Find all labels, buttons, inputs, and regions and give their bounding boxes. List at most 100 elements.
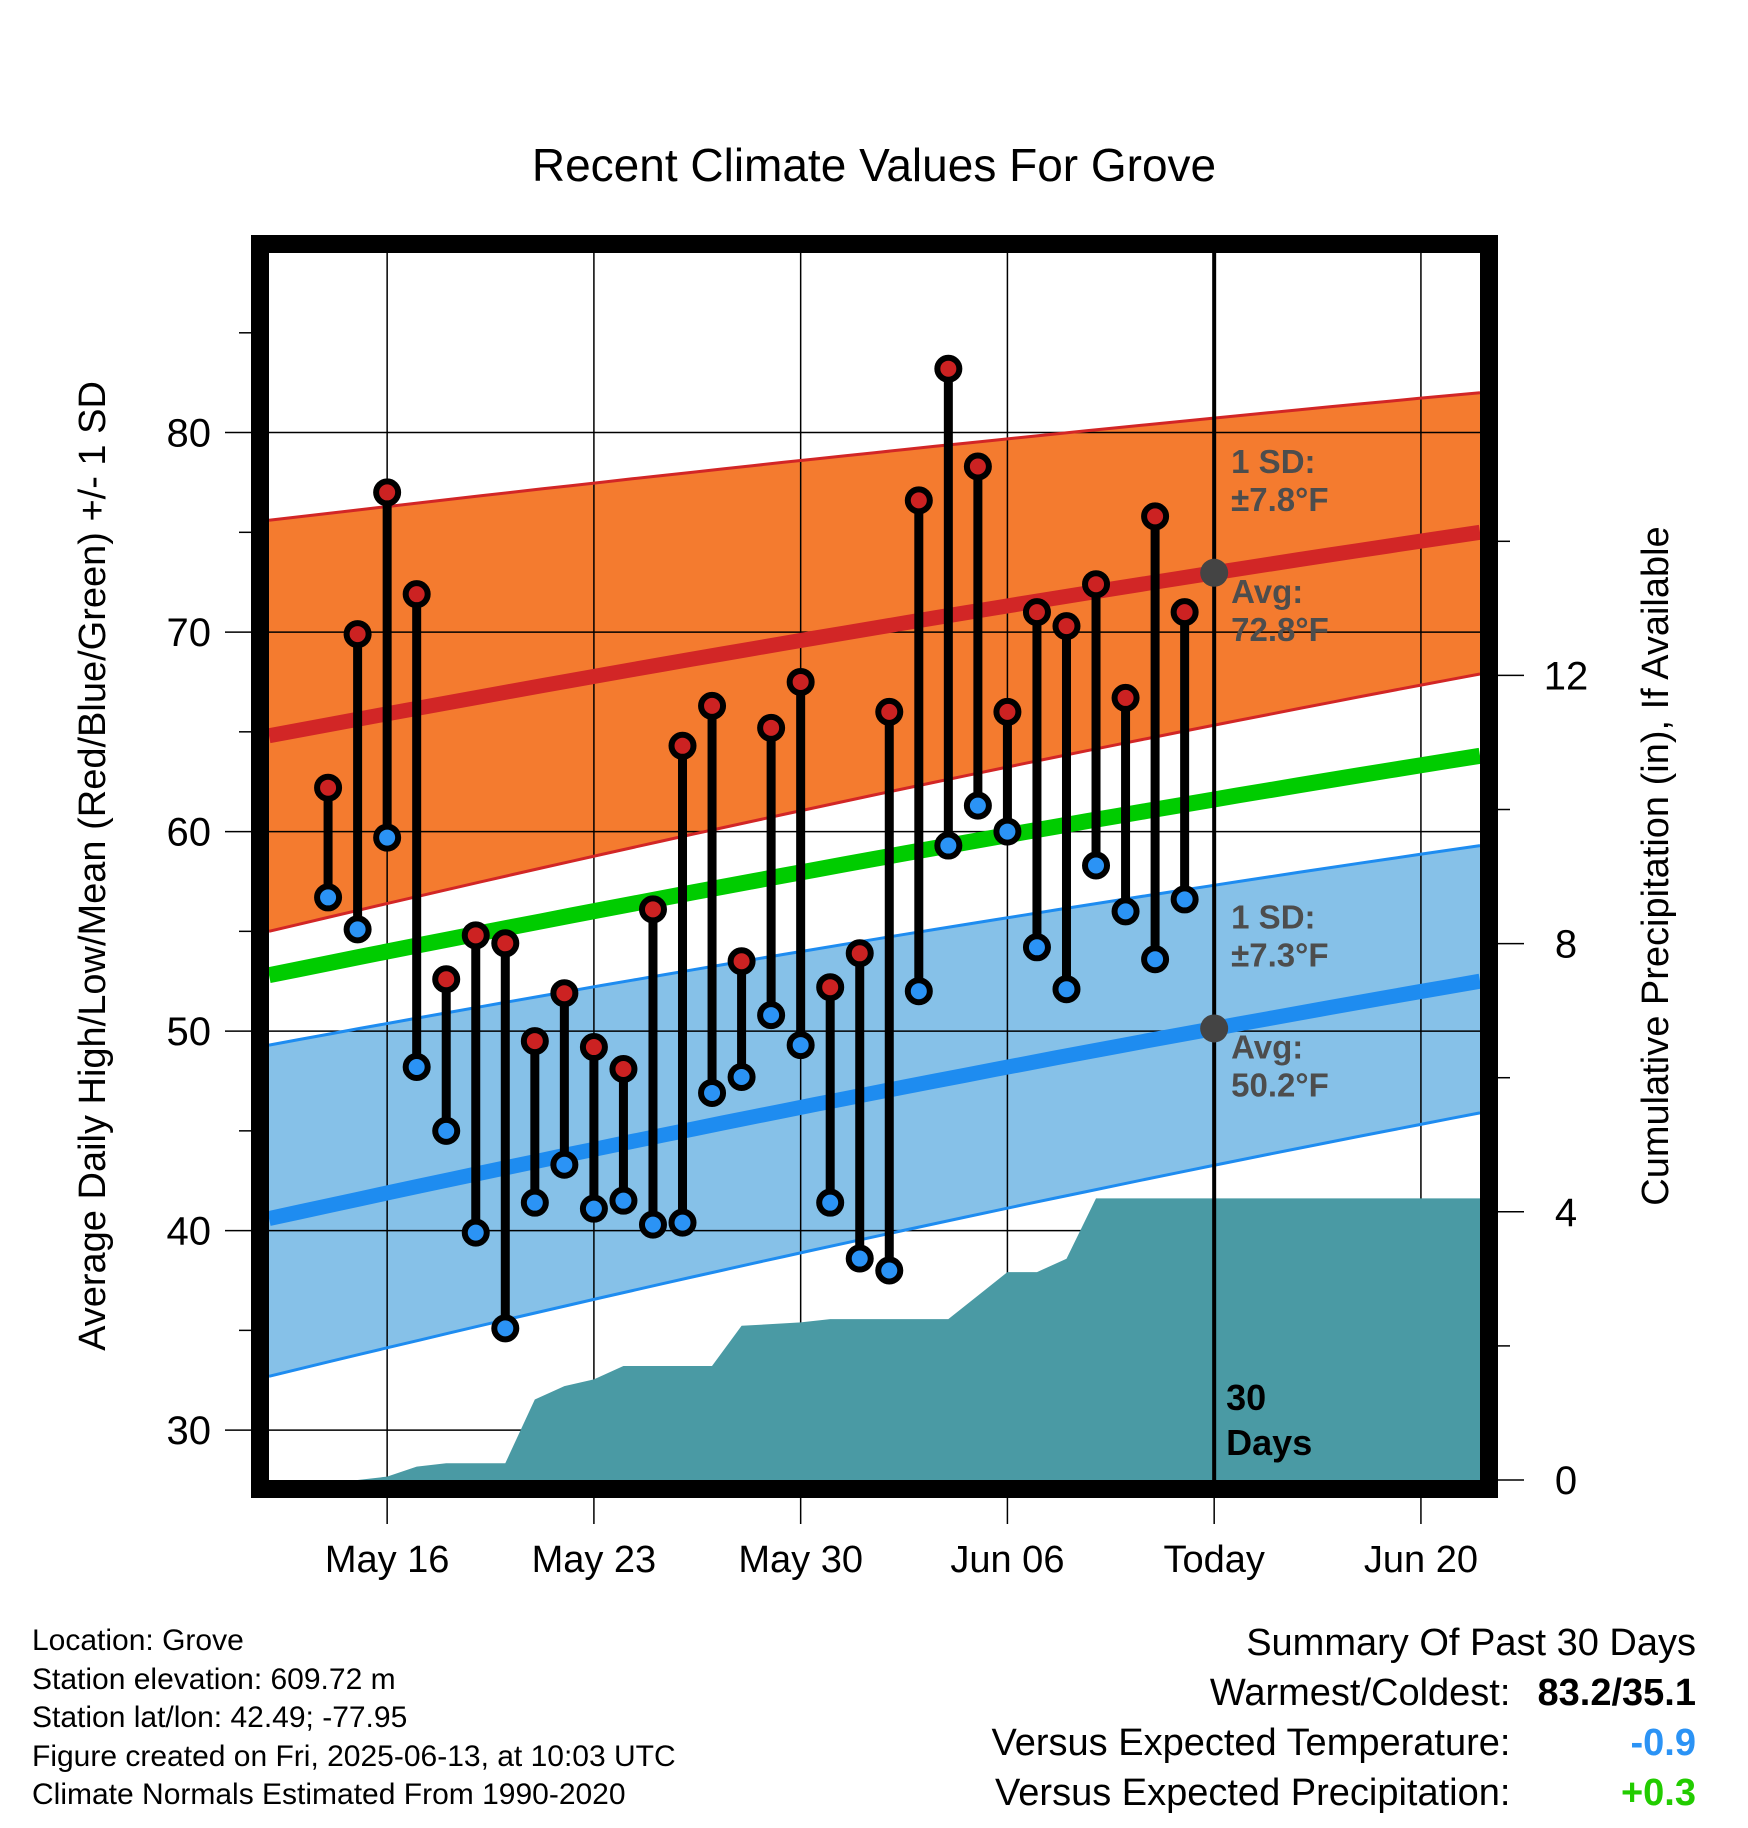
daily-low-point bbox=[343, 915, 372, 944]
today-high-avg-marker bbox=[1200, 558, 1229, 587]
daily-low-point bbox=[934, 831, 963, 860]
x-tick-label: May 30 bbox=[738, 1539, 863, 1581]
x-tick-label: Jun 06 bbox=[950, 1539, 1064, 1581]
daily-low-point bbox=[904, 977, 933, 1006]
daily-low-point bbox=[875, 1256, 904, 1285]
daily-low-point bbox=[520, 1188, 549, 1217]
daily-high-point bbox=[373, 478, 402, 507]
daily-high-point bbox=[638, 895, 667, 924]
warmest-coldest-row: Warmest/Coldest: 83.2/35.1 bbox=[992, 1668, 1696, 1718]
daily-low-point bbox=[609, 1186, 638, 1215]
y2-tick-label: 0 bbox=[1555, 1459, 1577, 1503]
daily-low-point bbox=[550, 1150, 579, 1179]
daily-high-point bbox=[727, 947, 756, 976]
y-tick-label: 60 bbox=[167, 811, 212, 855]
window-label-days: Days bbox=[1226, 1422, 1312, 1463]
daily-low-point bbox=[314, 883, 343, 912]
temp-departure-value: -0.9 bbox=[1630, 1722, 1696, 1764]
daily-high-point bbox=[1082, 570, 1111, 599]
y-axis-title: Average Daily High/Low/Mean (Red/Blue/Gr… bbox=[72, 381, 114, 1351]
daily-high-point bbox=[698, 691, 727, 720]
annotations: 1 SD: ±7.8°F Avg: 72.8°F 1 SD: ±7.3°F Avg: 50.2… bbox=[1231, 443, 1329, 1104]
daily-high-point bbox=[1022, 598, 1051, 627]
normal-high-line bbox=[267, 524, 1482, 744]
y-tick-label: 30 bbox=[167, 1409, 212, 1453]
daily-high-point bbox=[402, 580, 431, 609]
daily-low-point bbox=[1022, 933, 1051, 962]
daily-low-point bbox=[1052, 975, 1081, 1004]
daily-high-point bbox=[343, 620, 372, 649]
low-sd-annotation: 1 SD: ±7.3°F bbox=[1231, 898, 1328, 973]
daily-low-point bbox=[1111, 897, 1140, 926]
daily-high-point bbox=[314, 773, 343, 802]
low-sd-band bbox=[269, 845, 1480, 1377]
daily-low-point bbox=[402, 1053, 431, 1082]
plot-frame bbox=[251, 235, 1498, 1498]
y2-tick-label: 8 bbox=[1555, 923, 1577, 967]
daily-high-point bbox=[934, 354, 963, 383]
daily-low-point bbox=[963, 791, 992, 820]
plot-border bbox=[251, 235, 1498, 1498]
daily-low-point bbox=[638, 1210, 667, 1239]
daily-high-point bbox=[520, 1027, 549, 1056]
today-low-avg-marker bbox=[1200, 1014, 1229, 1043]
y2-tick-label: 12 bbox=[1544, 654, 1589, 698]
daily-high-point bbox=[432, 965, 461, 994]
y-tick-label: 80 bbox=[167, 412, 212, 456]
daily-high-point bbox=[963, 452, 992, 481]
daily-low-point bbox=[1170, 885, 1199, 914]
daily-high-point bbox=[491, 929, 520, 958]
daily-high-point bbox=[904, 486, 933, 515]
y-tick-label: 70 bbox=[167, 611, 212, 655]
high-sd-lower-line bbox=[268, 672, 1481, 933]
low-sd-lower-line bbox=[268, 1111, 1481, 1378]
precip-area bbox=[357, 1198, 1481, 1480]
location-text: Location: Grove bbox=[32, 1624, 244, 1657]
daily-low-point bbox=[491, 1314, 520, 1343]
high-sd-band bbox=[269, 392, 1480, 932]
high-sd-annotation: 1 SD: ±7.8°F bbox=[1231, 443, 1328, 518]
daily-low-point bbox=[668, 1208, 697, 1237]
daily-high-point bbox=[875, 697, 904, 726]
precip-departure-label: Versus Expected Precipitation: bbox=[995, 1772, 1511, 1814]
temp-departure-label: Versus Expected Temperature: bbox=[991, 1722, 1511, 1764]
daily-high-point bbox=[550, 979, 579, 1008]
daily-low-point bbox=[786, 1031, 815, 1060]
daily-high-point bbox=[668, 731, 697, 760]
x-tick-label: May 16 bbox=[325, 1539, 450, 1581]
high-sd-upper-line bbox=[268, 391, 1481, 522]
daily-observations bbox=[314, 354, 1199, 1343]
normal-bands bbox=[269, 392, 1480, 1377]
normal-low-line bbox=[267, 973, 1482, 1226]
temp-departure-row: Versus Expected Temperature: -0.9 bbox=[992, 1718, 1696, 1768]
daily-high-point bbox=[816, 973, 845, 1002]
daily-low-point bbox=[845, 1244, 874, 1273]
daily-low-point bbox=[579, 1194, 608, 1223]
low-sd-upper-line bbox=[268, 844, 1481, 1047]
daily-high-point bbox=[786, 667, 815, 696]
daily-high-point bbox=[993, 697, 1022, 726]
chart-title: Recent Climate Values For Grove bbox=[532, 139, 1216, 191]
daily-low-point bbox=[698, 1078, 727, 1107]
x-tick-label: Today bbox=[1163, 1539, 1264, 1581]
daily-high-point bbox=[1141, 502, 1170, 531]
daily-high-point bbox=[845, 939, 874, 968]
y2-axis-title: Cumulative Precipitation (in), If Availa… bbox=[1635, 526, 1677, 1205]
high-avg-annotation: Avg: 72.8°F bbox=[1231, 573, 1329, 648]
precip-departure-row: Versus Expected Precipitation: +0.3 bbox=[992, 1768, 1696, 1818]
daily-high-point bbox=[461, 921, 490, 950]
daily-high-point bbox=[1111, 683, 1140, 712]
precipitation-area bbox=[357, 1198, 1481, 1480]
daily-low-point bbox=[993, 817, 1022, 846]
x-tick-label: May 23 bbox=[532, 1539, 657, 1581]
elevation-text: Station elevation: 609.72 m bbox=[32, 1662, 396, 1696]
latlon-text: Station lat/lon: 42.49; -77.95 bbox=[32, 1701, 408, 1734]
daily-high-point bbox=[579, 1033, 608, 1062]
normals-text: Climate Normals Estimated From 1990-2020 bbox=[32, 1778, 626, 1811]
summary-panel: Summary Of Past 30 Days Warmest/Coldest:… bbox=[992, 1618, 1696, 1818]
precip-departure-value: +0.3 bbox=[1620, 1772, 1696, 1814]
daily-low-point bbox=[727, 1062, 756, 1091]
daily-low-point bbox=[816, 1188, 845, 1217]
